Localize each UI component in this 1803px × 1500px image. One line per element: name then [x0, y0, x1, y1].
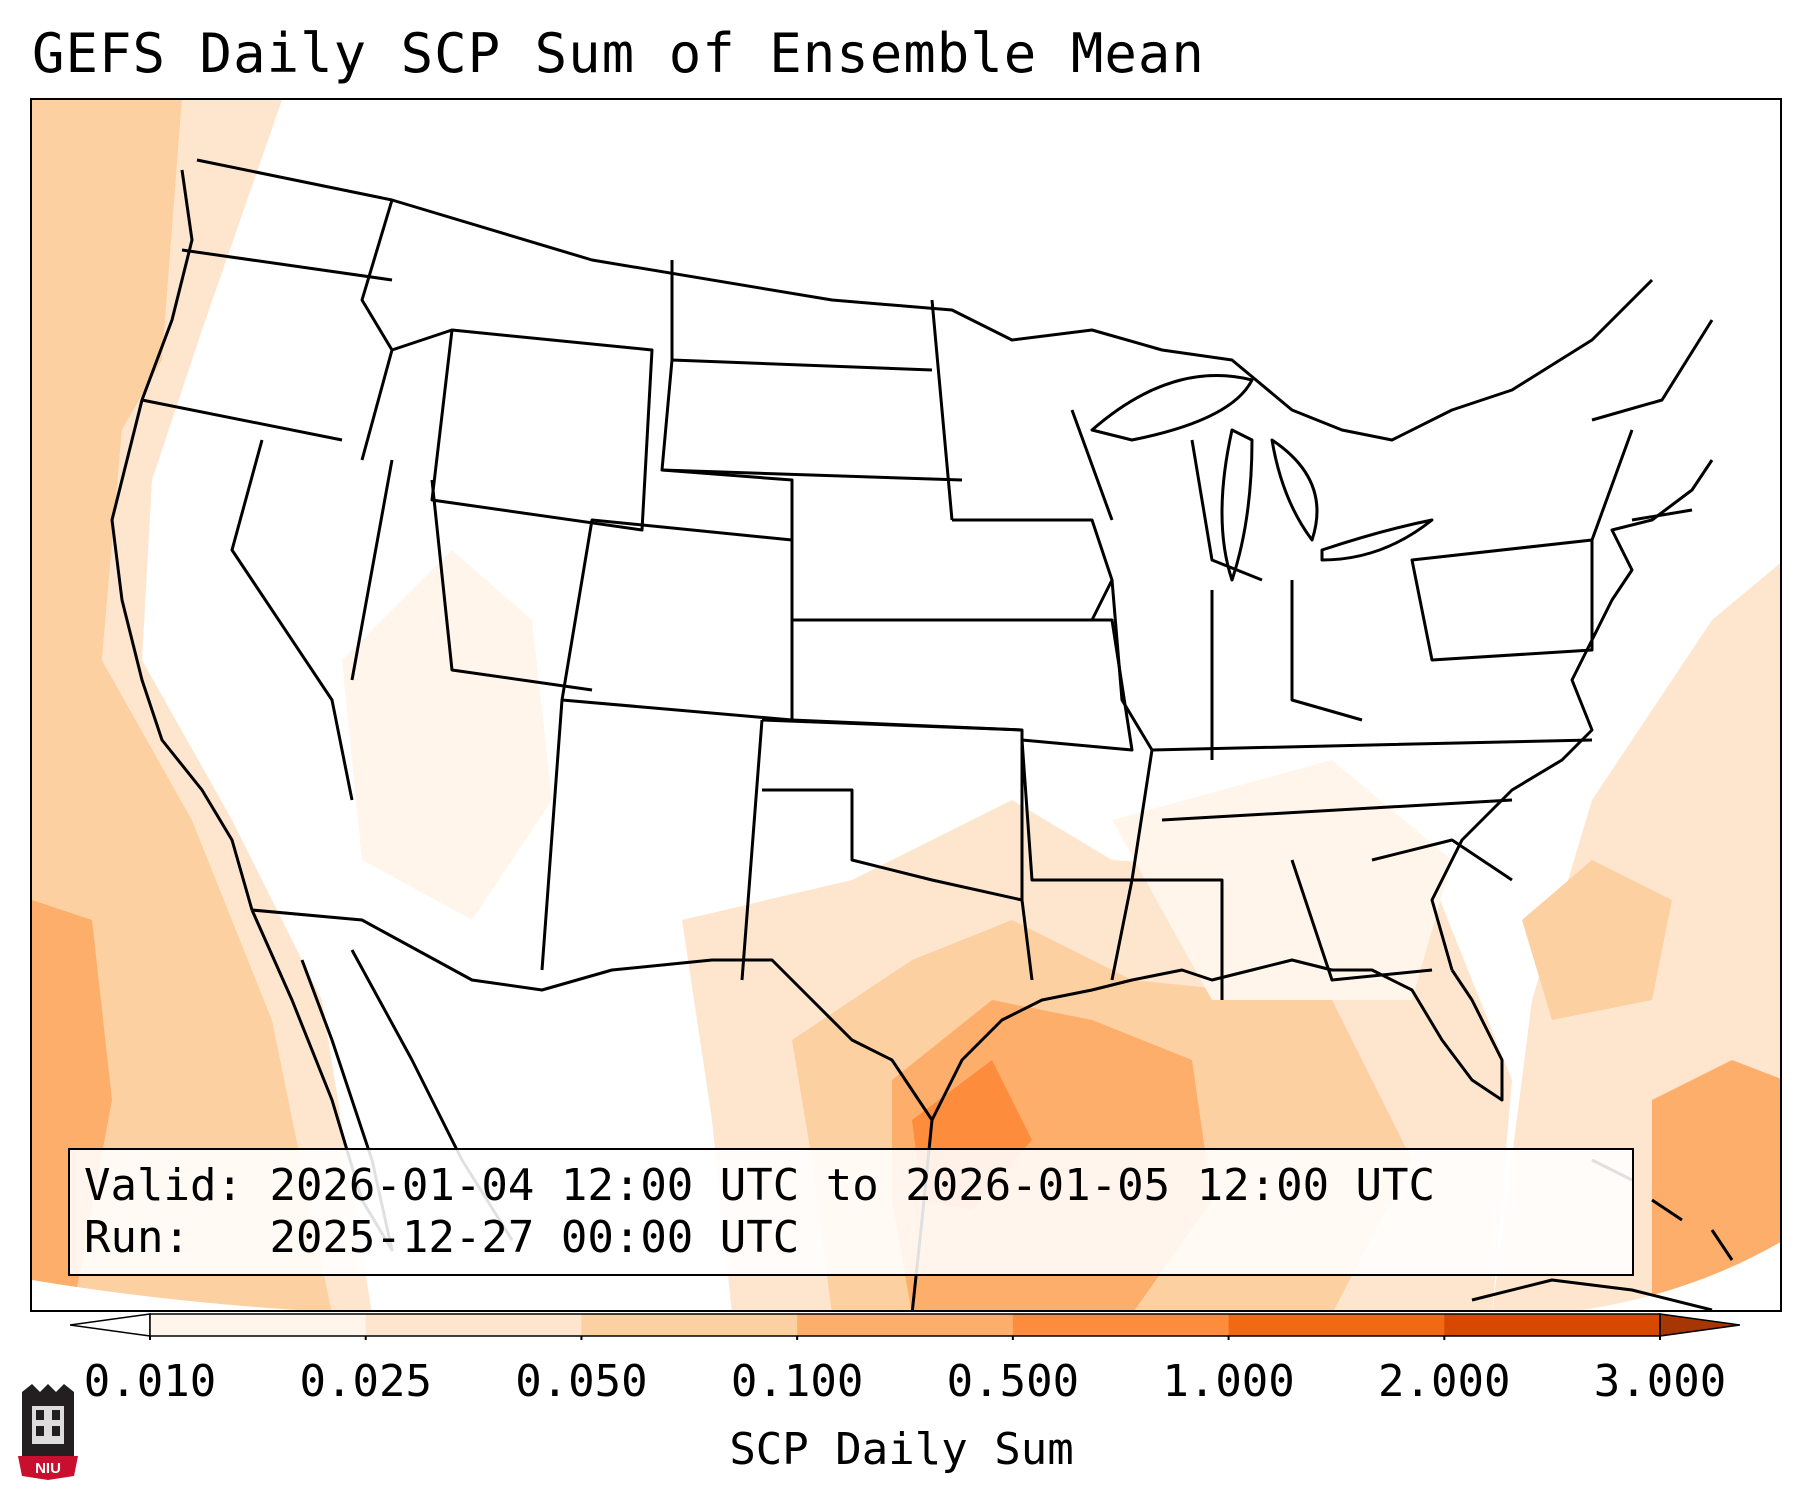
us-west-coastline	[110, 169, 254, 911]
nevada-east	[350, 459, 394, 681]
colorbar-segment	[365, 1314, 582, 1336]
colorbar-tick-label: 3.000	[1593, 1356, 1727, 1407]
texas-east	[1020, 899, 1034, 981]
projection-edge-left	[32, 1280, 297, 1310]
colorbar-tick-label: 2.000	[1378, 1356, 1511, 1407]
colorbar-tick-label: 1.000	[1162, 1356, 1295, 1407]
valid-run-box: Valid: 2026-01-04 12:00 UTC to 2026-01-0…	[68, 1148, 1634, 1276]
logo-text: NIU	[35, 1460, 61, 1477]
colorbar-segment	[150, 1314, 367, 1336]
map-panel	[30, 98, 1782, 1312]
mexico-border	[251, 908, 934, 1121]
chart-title: GEFS Daily SCP Sum of Ensemble Mean	[32, 22, 1205, 85]
ca-nv-line	[230, 439, 354, 801]
east-coastline	[1430, 459, 1714, 971]
lake-michigan	[1220, 428, 1254, 582]
projection-edge-right	[1582, 1242, 1780, 1310]
wi-mi	[1070, 409, 1263, 582]
sc-nc	[1371, 838, 1513, 882]
run-value: 2025-12-27 00:00 UTC	[269, 1212, 800, 1263]
arizona-nm-line	[540, 699, 564, 971]
oklahoma-outline	[761, 718, 1024, 902]
or-ca-line	[141, 398, 343, 442]
pacific-deep-shading	[32, 900, 112, 1310]
colorbar-tick-label: 0.050	[515, 1356, 648, 1407]
il-in-oh	[1110, 579, 1363, 760]
pa-ny	[1410, 429, 1634, 662]
colorbar-tick-label: 0.010	[83, 1356, 217, 1407]
nebraska-kansas	[661, 468, 1023, 732]
colorado-outline	[560, 518, 794, 722]
colorbar-segment	[797, 1314, 1014, 1336]
colorbar-label: SCP Daily Sum	[729, 1424, 1074, 1475]
colorbar-segments	[70, 1313, 1740, 1340]
map-canvas	[32, 100, 1780, 1310]
utah-outline	[430, 479, 593, 692]
gulf-coastline	[930, 958, 1504, 1121]
pacific-shading	[32, 100, 361, 1310]
colorbar-segment	[1228, 1314, 1445, 1336]
colorbar-segment	[1444, 1314, 1661, 1336]
nm-tx-line	[740, 719, 764, 981]
colorbar-extend-min	[70, 1313, 151, 1337]
colorbar-tick-label: 0.025	[299, 1356, 432, 1407]
al-ga	[1220, 859, 1433, 1000]
valid-row: Valid: 2026-01-04 12:00 UTC to 2026-01-0…	[84, 1160, 1618, 1212]
valid-value: 2026-01-04 12:00 UTC to 2026-01-05 12:00…	[269, 1160, 1436, 1211]
new-england	[1591, 319, 1714, 522]
lake-superior	[1090, 374, 1254, 442]
colorbar-tick-label: 0.500	[946, 1356, 1080, 1407]
montana-south	[391, 328, 453, 352]
atlantic-mid-shading	[1522, 860, 1672, 1020]
caribbean-shading	[1652, 1060, 1780, 1310]
canada-border	[196, 158, 1654, 442]
lake-huron	[1270, 438, 1319, 542]
colorbar-outline	[149, 1313, 1661, 1337]
wa-or-line	[181, 248, 393, 282]
colorbar-segment	[581, 1314, 798, 1336]
cuba	[1471, 1278, 1713, 1310]
niu-logo: NIU	[18, 1384, 78, 1480]
lake-erie	[1320, 518, 1434, 562]
minnesota-iowa	[952, 518, 1114, 622]
idaho-east	[360, 199, 394, 461]
southeast-shading	[1112, 760, 1452, 1000]
ky-tn	[1151, 738, 1593, 822]
valid-label: Valid:	[84, 1160, 243, 1211]
state-boundaries	[110, 158, 1734, 1310]
pacific-light-shading	[102, 100, 372, 1310]
colorbar-segment	[1012, 1314, 1230, 1336]
colorbar-tick-label: 0.100	[730, 1356, 864, 1407]
run-label: Run:	[84, 1212, 190, 1263]
run-row: Run: 2025-12-27 00:00 UTC	[84, 1212, 1618, 1264]
wyoming-outline	[430, 328, 654, 532]
colorbar-extend-max	[1659, 1313, 1740, 1337]
dakotas	[660, 260, 963, 521]
scp-shading	[32, 100, 1780, 1310]
southwest-shading	[342, 550, 552, 920]
colorbar	[70, 1313, 1740, 1340]
